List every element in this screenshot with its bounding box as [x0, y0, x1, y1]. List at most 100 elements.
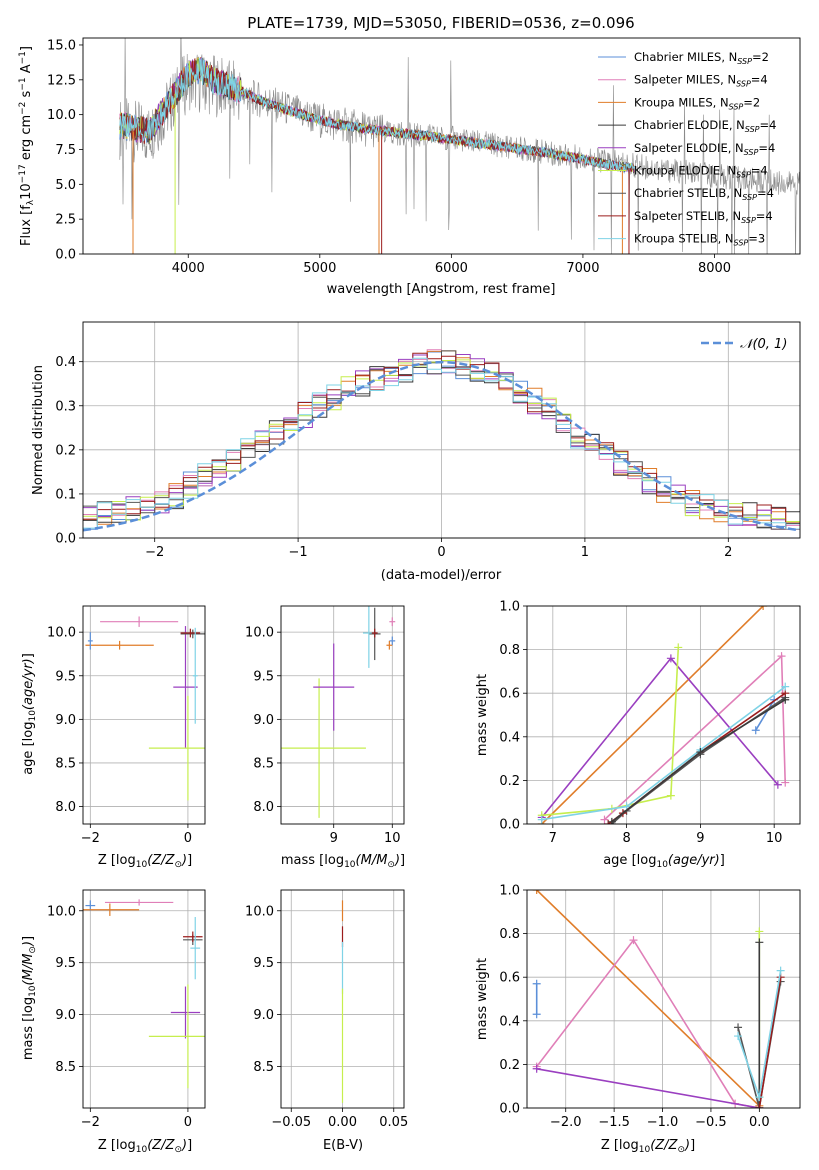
y-tick-label: 0.6	[499, 971, 520, 986]
x-tick-label: 2	[724, 545, 732, 560]
residuals-xlabel: (data-model)/error	[381, 568, 502, 583]
x-tick-label: −0.05	[271, 1115, 311, 1130]
legend-nssp-value: =2	[752, 50, 769, 64]
legend-label: Kroupa STELIB, NSSP=3	[634, 232, 765, 248]
legend-nssp-value: =3	[748, 232, 765, 246]
y-tick-label: 8.5	[55, 1060, 76, 1075]
mass-weight-vs-age-panel: 7 8 9 10 0.0 0.2 0.4 0.6 0.8 1.0	[499, 600, 801, 846]
age-vs-z-xlabel: Z [log10(Z/Z⊙)]	[98, 853, 192, 870]
y-tick-label: 0.2	[499, 1058, 520, 1073]
weight-marker	[751, 726, 760, 735]
legend-subscript: SSP	[736, 80, 751, 89]
y-tick-label: 10.0	[245, 626, 274, 641]
weight-marker	[600, 815, 609, 824]
weight-marker	[759, 606, 768, 610]
weight-marker	[734, 1023, 743, 1032]
y-tick-label: 0.4	[499, 1014, 520, 1029]
y-tick-label: 10.0	[47, 108, 76, 123]
x-tick-label: 5000	[303, 261, 336, 276]
x-tick-label: −1	[289, 545, 308, 560]
y-tick-label: 0.0	[499, 818, 520, 833]
y-tick-label: 9.5	[55, 669, 76, 684]
histogram-step-kroupa-stelib	[83, 357, 800, 530]
weight-line-kroupa-stelib	[541, 686, 786, 821]
mass-vs-ebv-panel: −0.05 0.00 0.05 8.5 9.0 9.5 10.0	[245, 889, 408, 1130]
x-tick-label: 9	[330, 831, 338, 846]
normal-legend-label: 𝒩(0, 1)	[740, 337, 787, 352]
spectrum-panel: 4000 5000 6000 7000 8000 0.0 2.5 5.0 7.5 10.0 12.5…	[47, 37, 801, 276]
residuals-panel: −2 −1 0 1 2 0.0 0.1 0.2 0.3 0.4	[55, 321, 801, 560]
weight-marker	[532, 1064, 541, 1073]
y-tick-label: 0.8	[499, 643, 520, 658]
x-tick-label: 7000	[566, 261, 599, 276]
weight-marker	[781, 695, 790, 704]
axes-frame	[280, 605, 405, 825]
y-tick-label: 9.5	[253, 669, 274, 684]
age-vs-mass-panel: 9 10 8.0 8.5 9.0 9.5 10.0	[245, 605, 405, 846]
x-tick-label: 4000	[172, 261, 205, 276]
y-tick-label: 9.5	[253, 956, 274, 971]
y-tick-label: 7.5	[55, 143, 76, 158]
y-tick-label: 10.0	[47, 626, 76, 641]
y-tick-label: 0.3	[55, 399, 76, 414]
weight-marker	[734, 1032, 743, 1041]
weight-marker	[755, 1093, 764, 1102]
axes-frame	[82, 889, 206, 1109]
weight-marker	[755, 927, 764, 936]
axes-frame	[82, 37, 801, 255]
spectrum-ylabel: Flux [fλ10−17 erg cm−2 s−1 A−1]	[18, 46, 36, 246]
x-tick-label: 8000	[698, 261, 731, 276]
spectrum-legend: Chabrier MILES, NSSP=2 Salpeter MILES, NS…	[598, 50, 776, 248]
legend-subscript: SSP	[736, 171, 751, 180]
y-tick-label: 8.5	[253, 756, 274, 771]
x-tick-label: 1	[581, 545, 589, 560]
weight-line-kroupa-elodie	[541, 647, 680, 817]
x-tick-label: 0	[184, 831, 192, 846]
mass-vs-ebv-xlabel: E(B-V)	[323, 1138, 363, 1153]
x-tick-label: 9	[696, 831, 704, 846]
x-tick-label: −1.0	[647, 1115, 679, 1130]
mass-vs-z-panel: −2 0 8.5 9.0 9.5 10.0	[47, 889, 206, 1130]
spectrum-xlabel: wavelength [Angstrom, rest frame]	[327, 282, 556, 297]
mass-weight-vs-z-ylabel: mass weight	[475, 958, 490, 1040]
age-vs-mass-xlabel: mass [log10(M/M⊙)]	[281, 853, 405, 870]
x-tick-label: 0	[437, 545, 445, 560]
legend-subscript: SSP	[741, 216, 756, 225]
y-tick-label: 1.0	[499, 600, 520, 615]
mass-weight-vs-z-xlabel: Z [log10(Z/Z⊙)]	[601, 1138, 695, 1155]
y-tick-label: 0.8	[499, 927, 520, 942]
weight-marker	[773, 780, 782, 789]
weight-marker	[666, 791, 675, 800]
weight-marker	[781, 778, 790, 787]
mass-weight-vs-z-panel: −2.0 −1.5 −1.0 −0.5 0.0 0.0 0.2 0.4 0.6 0.8 1.0	[499, 884, 801, 1130]
x-tick-label: 0.00	[328, 1115, 357, 1130]
x-tick-label: −2.0	[550, 1115, 582, 1130]
plot-area	[119, 38, 800, 254]
legend-nssp-value: =4	[751, 164, 768, 178]
mass-weight-vs-age-xlabel: age [log10(age/yr)]	[603, 853, 725, 870]
weight-marker	[755, 1104, 764, 1108]
axes-frame	[526, 605, 801, 825]
y-tick-label: 0.0	[55, 248, 76, 263]
x-tick-label: 10	[766, 831, 783, 846]
x-tick-label: 10	[384, 831, 401, 846]
y-tick-label: 8.5	[253, 1060, 274, 1075]
y-tick-label: 15.0	[47, 38, 76, 53]
y-tick-label: 12.5	[47, 73, 76, 88]
legend-label: Salpeter MILES, NSSP=4	[634, 73, 768, 89]
y-tick-label: 0.0	[499, 1102, 520, 1117]
y-tick-label: 9.5	[55, 956, 76, 971]
legend-subscript: SSP	[734, 239, 749, 248]
x-tick-label: 0.05	[379, 1115, 408, 1130]
legend-label: Chabrier STELIB, NSSP=4	[634, 186, 774, 202]
weight-marker	[755, 938, 764, 947]
y-tick-label: 0.2	[499, 774, 520, 789]
weight-marker	[532, 979, 541, 988]
axes-frame	[82, 605, 206, 825]
y-tick-label: 0.1	[55, 487, 76, 502]
legend-subscript: SSP	[737, 57, 752, 66]
residuals-legend: 𝒩(0, 1)	[701, 337, 787, 352]
x-tick-label: −2	[81, 1115, 100, 1130]
y-tick-label: 0.2	[55, 443, 76, 458]
